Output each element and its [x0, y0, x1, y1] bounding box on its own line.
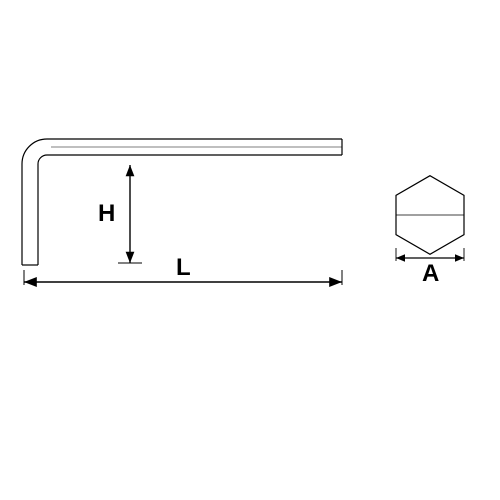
- diagram-canvas: H L A: [0, 0, 500, 500]
- dimension-a-arrow: [0, 0, 500, 500]
- dimension-a-label: A: [422, 260, 439, 288]
